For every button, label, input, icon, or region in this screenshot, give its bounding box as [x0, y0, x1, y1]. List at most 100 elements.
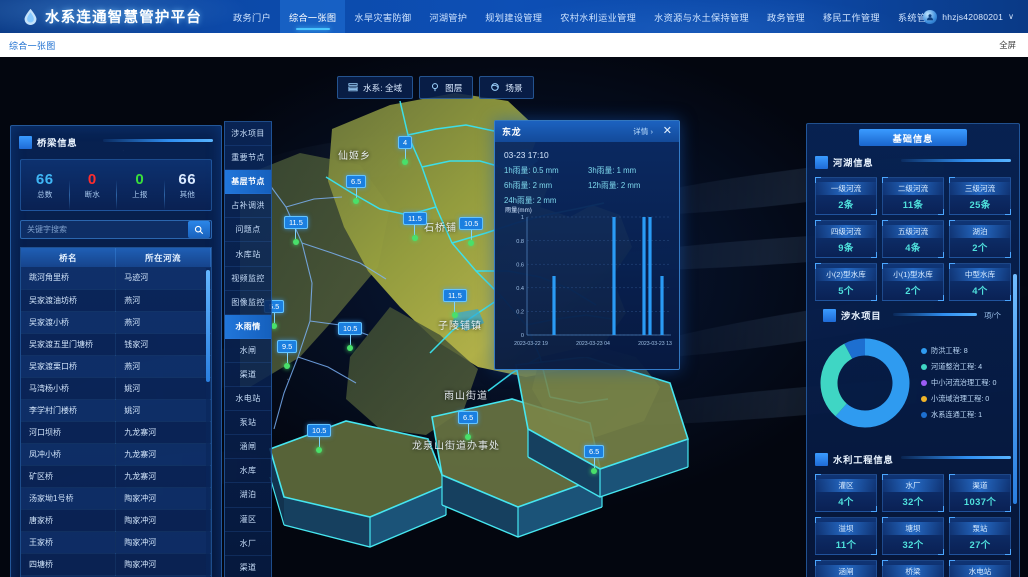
layer-menu-item-16[interactable]: 灌区: [225, 508, 271, 532]
search-icon[interactable]: [188, 221, 210, 238]
table-row[interactable]: 凤冲小桥 九龙寨河: [21, 443, 211, 466]
legend-item-1[interactable]: 河道整治工程: 4: [921, 362, 997, 372]
map-control-0[interactable]: 水系: 全域: [337, 76, 414, 99]
nav-item-1[interactable]: 综合一张图: [279, 0, 346, 33]
layer-side-menu[interactable]: 涉水项目 重要节点 基层节点 占补调洪 问题点 水库站 视频监控 图像监控 水雨情 水闸 渠道 水电站…: [224, 121, 272, 577]
map-pin-1[interactable]: 6.5: [346, 175, 367, 204]
layer-menu-item-5[interactable]: 水库站: [225, 242, 271, 267]
layer-menu-item-1[interactable]: 重要节点: [225, 146, 271, 171]
layer-menu-item-0[interactable]: 涉水项目: [225, 122, 271, 147]
info-cell-8[interactable]: 水电站3个: [949, 560, 1011, 577]
layer-menu-item-17[interactable]: 水厂: [225, 532, 271, 556]
map-control-2[interactable]: 场景: [479, 76, 534, 99]
info-cell-4[interactable]: 五级河流 4条: [882, 220, 944, 258]
map-control-group[interactable]: 水系: 全域 图层 场景: [337, 76, 534, 99]
close-icon[interactable]: ✕: [662, 125, 672, 137]
layer-menu-item-15[interactable]: 湖泊: [225, 483, 271, 508]
nav-item-7[interactable]: 政务管理: [767, 12, 805, 23]
info-cell-7[interactable]: 桥梁66个: [882, 560, 944, 577]
layer-menu-item-18[interactable]: 渠道: [225, 556, 271, 577]
map-pin-11[interactable]: 6.5: [584, 445, 605, 474]
legend-item-0[interactable]: 防洪工程: 8: [921, 346, 997, 356]
layer-menu-item-4[interactable]: 问题点: [225, 218, 271, 243]
table-row[interactable]: 马迹大桥蒙水河: [21, 575, 211, 577]
popup-detail-link[interactable]: 详情 ›: [633, 127, 653, 136]
info-cell-6[interactable]: 小(2)型水库 5个: [815, 263, 877, 301]
breadcrumb[interactable]: 综合一张图: [9, 40, 56, 51]
map-control-1[interactable]: 图层: [419, 76, 474, 99]
info-cell-5[interactable]: 湖泊 2个: [949, 220, 1011, 258]
legend-item-3[interactable]: 小流域治理工程: 0: [921, 394, 997, 404]
map-pin-7[interactable]: 10.5: [338, 322, 363, 351]
stat-value: 0: [135, 170, 145, 188]
info-cell-4[interactable]: 塘坝 32个: [882, 517, 944, 555]
layer-menu-item-2[interactable]: 基层节点: [225, 170, 271, 195]
station-popup[interactable]: 东龙 详情 › ✕ 03-23 17:10 1h雨量: 0.5 mm 3h雨量: …: [494, 120, 680, 370]
table-row[interactable]: 吴家渡五里门塘桥 钱家河: [21, 333, 211, 356]
map-stage[interactable]: 仙姬乡 石桥铺 子陵铺镇 雨山街道 龙泉山街道办事处 4 6.5 11.5 10.5 11.5 1…: [0, 57, 1028, 577]
layer-menu-item-9[interactable]: 水闸: [225, 339, 271, 363]
nav-item-0[interactable]: 政务门户: [233, 12, 271, 23]
layer-menu-item-3[interactable]: 占补调洪: [225, 194, 271, 219]
chevron-down-icon[interactable]: ∨: [1008, 12, 1014, 21]
map-pin-3[interactable]: 10.5: [459, 217, 484, 246]
layer-menu-item-14[interactable]: 水库: [225, 459, 271, 484]
nav-item-2[interactable]: 水旱灾害防御: [354, 12, 412, 23]
layer-menu-item-6[interactable]: 视频监控: [225, 267, 271, 291]
table-scrollbar-track[interactable]: [206, 268, 210, 577]
table-row[interactable]: 王家桥 陶家冲河: [21, 531, 211, 554]
table-row[interactable]: 吴家渡油坊桥 燕河: [21, 289, 211, 312]
table-row[interactable]: 汤家坳1号桥 陶家冲河: [21, 487, 211, 510]
table-row[interactable]: 李学村门楼桥 姚河: [21, 399, 211, 422]
info-cell-0[interactable]: 灌区 4个: [815, 474, 877, 512]
map-pin-5[interactable]: 11.5: [443, 289, 467, 318]
table-row[interactable]: 河口坝桥 九龙寨河: [21, 421, 211, 444]
info-cell-5[interactable]: 泵站 27个: [949, 517, 1011, 555]
info-cell-2[interactable]: 渠道 1037个: [949, 474, 1011, 512]
fullscreen-button[interactable]: 全屏: [999, 40, 1016, 50]
search-row[interactable]: [20, 220, 212, 239]
table-row[interactable]: 跳河角里桥 马迹河: [21, 267, 211, 290]
table-row[interactable]: 马湾杨小桥 姚河: [21, 377, 211, 400]
info-cell-1[interactable]: 二级河流 11条: [882, 177, 944, 215]
nav-item-3[interactable]: 河湖管护: [429, 12, 468, 23]
right-panel-scrollbar-thumb[interactable]: [1013, 274, 1017, 504]
map-pin-4[interactable]: 11.5: [284, 216, 308, 245]
table-row[interactable]: 吴家渡栗口桥 燕河: [21, 355, 211, 378]
table-row[interactable]: 四塘桥 陶家冲河: [21, 553, 211, 576]
info-cell-0[interactable]: 一级河流 2条: [815, 177, 877, 215]
layer-menu-item-12[interactable]: 泵站: [225, 411, 271, 436]
bridge-table-wrapper[interactable]: 桥名 所在河流 跳河角里桥 马迹河 吴家渡油坊桥 燕河 吴家渡小桥 燕河 吴家渡五里门塘桥 钱家…: [20, 247, 212, 577]
map-pin-10[interactable]: 10.5: [307, 424, 332, 453]
info-cell-6[interactable]: 涵闸47个: [815, 560, 877, 577]
table-scrollbar-thumb[interactable]: [206, 270, 210, 382]
map-pin-0[interactable]: 4: [398, 136, 413, 165]
legend-item-4[interactable]: 水系连通工程: 1: [921, 410, 997, 420]
layer-menu-item-11[interactable]: 水电站: [225, 387, 271, 412]
layer-menu-item-8[interactable]: 水雨情: [225, 314, 271, 339]
layer-menu-item-7[interactable]: 图像监控: [225, 291, 271, 315]
map-pin-9[interactable]: 6.5: [458, 411, 479, 440]
table-row[interactable]: 唐家桥 陶家冲河: [21, 509, 211, 532]
layer-menu-item-13[interactable]: 涵闸: [225, 435, 271, 460]
nav-item-8[interactable]: 移民工作管理: [822, 12, 880, 23]
info-cell-7[interactable]: 小(1)型水库 2个: [882, 263, 944, 301]
info-cell-3[interactable]: 溢坝 11个: [815, 517, 877, 555]
nav-item-4[interactable]: 规划建设管理: [485, 12, 543, 23]
map-pin-8[interactable]: 9.5: [277, 340, 298, 369]
nav-item-5[interactable]: 农村水利运业管理: [560, 12, 637, 23]
nav-item-9[interactable]: 系统管理: [897, 12, 936, 23]
user-menu[interactable]: hhzjs42080201 ∨: [923, 0, 1014, 33]
table-row[interactable]: 矿区桥 九龙寨河: [21, 465, 211, 488]
info-cell-3[interactable]: 四级河流 9条: [815, 220, 877, 258]
table-row[interactable]: 吴家渡小桥 燕河: [21, 311, 211, 334]
donut-slice-0: [835, 338, 910, 428]
info-cell-2[interactable]: 三级河流 25条: [949, 177, 1011, 215]
search-input[interactable]: [21, 225, 188, 234]
legend-item-2[interactable]: 中小河流治理工程: 0: [921, 378, 997, 388]
info-cell-1[interactable]: 水厂 32个: [882, 474, 944, 512]
map-pin-2[interactable]: 11.5: [403, 212, 427, 241]
layer-menu-item-10[interactable]: 渠道: [225, 363, 271, 388]
nav-item-6[interactable]: 水资源与水土保持管理: [654, 12, 749, 23]
info-cell-8[interactable]: 中型水库 4个: [949, 263, 1011, 301]
